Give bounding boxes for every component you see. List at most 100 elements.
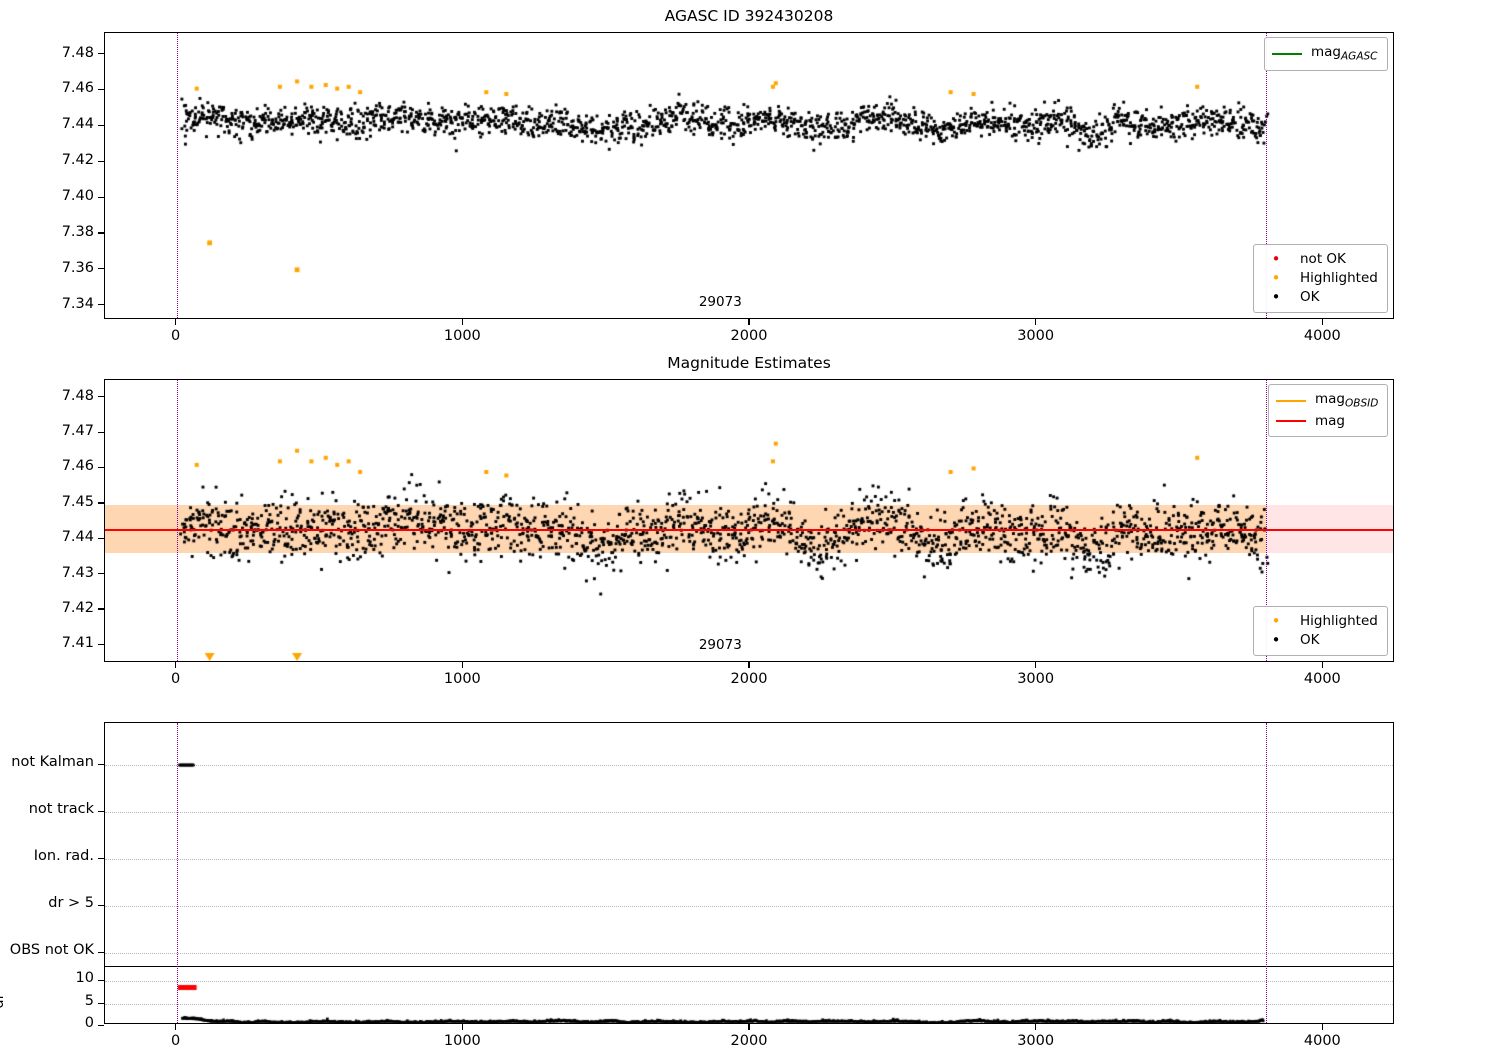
legend-swatch-dot: • (1271, 269, 1281, 288)
xtick-label: 2000 (730, 1033, 768, 1049)
obsid-divider (1266, 380, 1267, 661)
legend-label: OK (1300, 632, 1320, 649)
legend-label: mag (1315, 412, 1345, 429)
legend-label: magAGASC (1311, 44, 1378, 63)
mag-line (105, 529, 1393, 532)
ytick-mark (98, 502, 104, 504)
legend-entry: magOBSID (1276, 390, 1378, 412)
category-label: dr > 5 (48, 895, 94, 911)
legend-entry: • OK (1261, 631, 1378, 650)
legend-swatch-line (1276, 399, 1306, 402)
obsid-label: 29073 (698, 294, 742, 310)
xtick-mark (175, 662, 177, 668)
ytick-mark (98, 124, 104, 126)
legend-bottom-agasc-panel: • not OK • Highlighted • OK (1253, 244, 1388, 314)
obsid-divider (176, 33, 178, 318)
axes-flags-panel (104, 722, 1394, 1024)
ytick-label: 7.40 (61, 188, 94, 205)
dr-tick-label: 0 (84, 1015, 94, 1031)
ytick-mark (98, 857, 104, 859)
xtick-mark (1321, 319, 1323, 325)
xtick-label: 1000 (443, 671, 481, 687)
ytick-label: 7.46 (61, 80, 94, 97)
ytick-mark (98, 573, 104, 575)
scatter-canvas-magnitude-estimates-panel (105, 380, 1393, 661)
legend-swatch-dot: • (1271, 612, 1281, 631)
legend-label: magOBSID (1315, 391, 1379, 410)
xtick-label: 2000 (730, 328, 768, 344)
ytick-label: 7.42 (61, 152, 94, 169)
xtick-label: 1000 (443, 1033, 481, 1049)
flags-canvas (105, 723, 1393, 1023)
xtick-label: 4000 (1303, 671, 1341, 687)
legend-swatch-dot: • (1271, 250, 1281, 269)
xtick-mark (175, 319, 177, 325)
ytick-mark (98, 951, 104, 953)
xtick-mark (748, 1024, 750, 1030)
xtick-mark (1321, 1024, 1323, 1030)
xtick-mark (1035, 1024, 1037, 1030)
ytick-mark (98, 643, 104, 645)
ytick-label: 7.44 (61, 116, 94, 133)
ytick-label: 7.48 (61, 44, 94, 61)
panel-title-agasc-panel: AGASC ID 392430208 (664, 7, 834, 25)
legend-swatch-line (1276, 420, 1306, 423)
ytick-mark (98, 904, 104, 906)
legend-swatch-dot: • (1271, 631, 1281, 650)
obsid-divider (176, 723, 178, 1023)
scatter-canvas-agasc-panel (105, 33, 1393, 318)
category-label: not Kalman (11, 754, 94, 770)
legend-entry: magAGASC (1272, 43, 1378, 65)
axes-agasc-panel (104, 32, 1394, 319)
ytick-label: 7.45 (61, 493, 94, 510)
dr-tick-label: 5 (84, 993, 94, 1009)
ytick-mark (98, 466, 104, 469)
xtick-label: 3000 (1017, 671, 1055, 687)
ytick-label: 7.46 (61, 458, 94, 475)
xtick-mark (461, 662, 463, 668)
xtick-mark (1035, 319, 1037, 325)
xtick-label: 0 (171, 328, 181, 344)
legend-label-subscript: AGASC (1341, 50, 1378, 63)
xtick-mark (748, 319, 750, 325)
legend-entry: • Highlighted (1261, 269, 1378, 288)
xtick-label: 0 (171, 671, 181, 687)
ytick-label: 7.47 (61, 423, 94, 440)
ytick-mark (98, 763, 104, 765)
dr-axis-label: dr (0, 993, 7, 1009)
dr-tick-label: 10 (75, 970, 94, 986)
category-label: OBS not OK (9, 942, 94, 958)
ytick-label: 7.41 (61, 635, 94, 652)
legend-swatch-dot: • (1271, 288, 1281, 307)
ytick-mark (98, 537, 104, 539)
ytick-mark (98, 160, 104, 162)
legend-top-agasc-panel: magAGASC (1264, 37, 1388, 71)
xtick-mark (1321, 662, 1323, 668)
legend-entry: • not OK (1261, 250, 1378, 269)
ytick-mark (98, 304, 104, 306)
xtick-mark (1035, 662, 1037, 668)
xtick-label: 0 (171, 1033, 181, 1049)
ytick-mark (98, 431, 104, 433)
ytick-label: 7.44 (61, 529, 94, 546)
ytick-label: 7.48 (61, 387, 94, 404)
ytick-mark (98, 268, 104, 270)
ytick-label: 7.38 (61, 223, 94, 240)
legend-top-magnitude-estimates-panel: magOBSID mag (1268, 384, 1389, 437)
ytick-label: 7.34 (61, 295, 94, 312)
xtick-mark (748, 662, 750, 668)
legend-label: OK (1300, 289, 1320, 306)
xtick-mark (461, 1024, 463, 1030)
ytick-label: 7.36 (61, 259, 94, 276)
xtick-label: 1000 (443, 328, 481, 344)
legend-swatch-line (1272, 52, 1302, 55)
legend-label: not OK (1300, 251, 1346, 267)
obsid-label: 29073 (698, 637, 742, 653)
legend-label: Highlighted (1300, 613, 1378, 629)
ytick-mark (98, 1024, 104, 1026)
axes-magnitude-estimates-panel (104, 379, 1394, 662)
obsid-divider (1266, 33, 1267, 318)
ytick-mark (98, 810, 104, 812)
ytick-mark (98, 88, 104, 91)
category-label: Ion. rad. (33, 848, 94, 864)
